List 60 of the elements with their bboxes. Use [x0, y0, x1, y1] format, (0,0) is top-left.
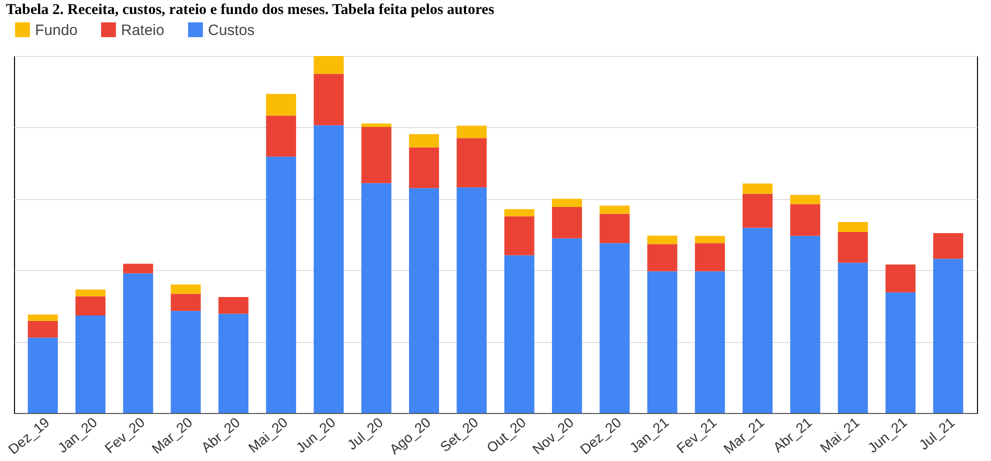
bar [742, 228, 773, 413]
bar [361, 183, 392, 413]
bar [647, 271, 678, 413]
bar [266, 94, 296, 116]
bar [504, 255, 534, 413]
bar [361, 123, 392, 128]
bar [266, 116, 296, 157]
bar [28, 314, 58, 321]
bar [456, 126, 487, 138]
bar [694, 271, 725, 413]
bar [886, 292, 916, 413]
bar [838, 232, 868, 263]
bar [504, 216, 534, 256]
bar [409, 147, 440, 188]
bar [170, 310, 201, 413]
bar [361, 127, 392, 184]
bar [266, 156, 296, 413]
bar [647, 244, 678, 272]
bar [314, 125, 344, 413]
bar [694, 243, 725, 272]
bar [123, 273, 154, 413]
bar [123, 264, 154, 274]
bar [28, 338, 58, 413]
bar [28, 320, 58, 338]
bar [170, 284, 201, 294]
bar [838, 222, 868, 232]
bar [600, 243, 630, 413]
bar [552, 198, 582, 208]
bar [886, 264, 916, 292]
bar [790, 236, 820, 413]
bar [647, 236, 678, 244]
bar [790, 204, 820, 236]
bar [75, 289, 106, 296]
bar [314, 74, 344, 126]
bar [314, 56, 344, 74]
bar [742, 183, 773, 194]
bar [933, 258, 964, 413]
legend-label: Rateio [121, 22, 164, 39]
bar [456, 138, 487, 188]
bar [456, 187, 487, 413]
bar [409, 134, 440, 148]
bar [409, 188, 440, 413]
chart-title: Tabela 2. Receita, custos, rateio e fundo dos meses. Tabela feita pelos autores [6, 2, 494, 18]
bar [838, 262, 868, 413]
bar [694, 236, 725, 244]
bar [600, 206, 630, 214]
bar [170, 294, 201, 311]
bar [504, 209, 534, 216]
bar [552, 207, 582, 238]
bar [75, 316, 106, 413]
bar [790, 194, 820, 204]
bar [218, 296, 248, 314]
bar [75, 296, 106, 316]
bar [218, 314, 248, 413]
bar [742, 194, 773, 228]
legend-label: Custos [208, 22, 255, 39]
bar [600, 214, 630, 244]
bar [933, 233, 964, 259]
legend-label: Fundo [35, 22, 78, 39]
bar [552, 238, 582, 413]
